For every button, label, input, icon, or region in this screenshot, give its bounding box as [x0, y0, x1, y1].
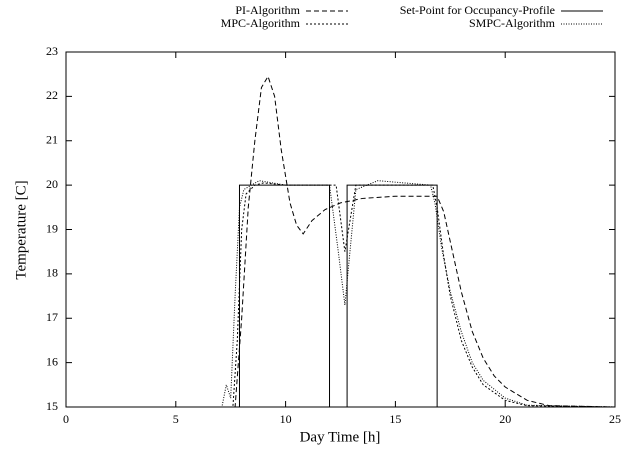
legend-label: Set-Point for Occupancy-Profile [400, 3, 555, 17]
series-line [66, 184, 615, 408]
y-tick-label: 22 [46, 88, 58, 102]
x-axis-label: Day Time [h] [300, 429, 381, 445]
y-tick-label: 20 [46, 177, 58, 191]
series-line [66, 182, 616, 408]
y-tick-label: 23 [46, 44, 58, 58]
series-line [66, 75, 616, 408]
x-tick-label: 15 [389, 412, 401, 426]
y-tick-label: 16 [46, 354, 58, 368]
x-tick-label: 10 [280, 412, 292, 426]
y-tick-label: 21 [46, 133, 58, 147]
legend-label: PI-Algorithm [235, 3, 300, 17]
x-tick-label: 25 [609, 412, 621, 426]
plot-frame [65, 51, 616, 408]
x-tick-label: 0 [63, 412, 69, 426]
y-tick-label: 18 [46, 266, 58, 280]
y-axis-label: Temperature [C] [13, 180, 29, 279]
y-tick-label: 15 [46, 399, 58, 413]
x-tick-label: 20 [499, 412, 511, 426]
y-tick-label: 17 [46, 310, 58, 324]
y-tick-label: 19 [46, 221, 58, 235]
legend-label: MPC-Algorithm [221, 16, 301, 30]
series-line [66, 180, 616, 408]
legend-label: SMPC-Algorithm [469, 16, 556, 30]
x-tick-label: 5 [173, 412, 179, 426]
